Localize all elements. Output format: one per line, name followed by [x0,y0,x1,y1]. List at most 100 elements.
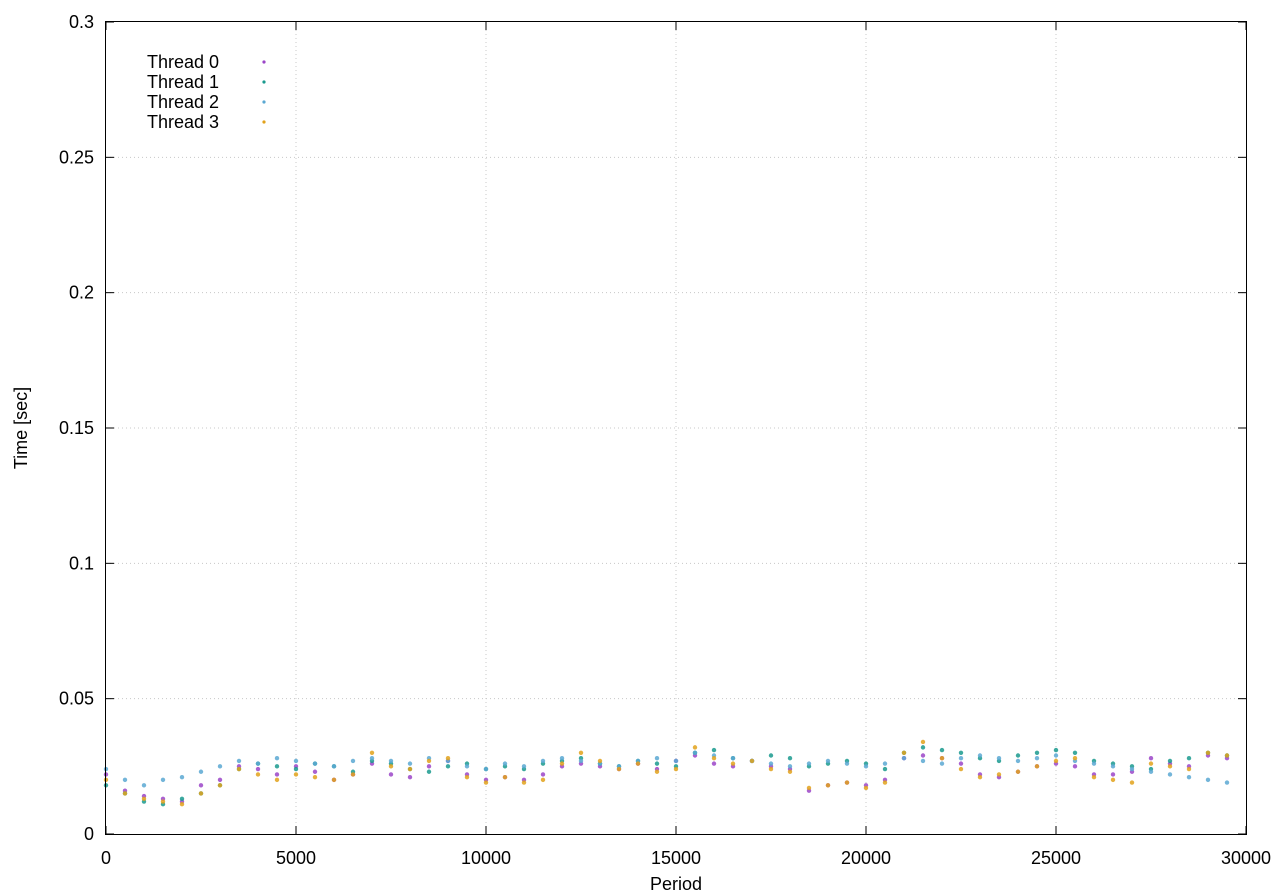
data-point [540,758,546,764]
data-point [673,766,679,772]
y-tick-label: 0 [84,824,94,844]
data-point [882,766,888,772]
data-point [1167,772,1173,777]
data-point [806,785,812,791]
data-point [1015,758,1021,764]
data-point [863,785,869,791]
data-point [540,772,546,777]
legend-label: Thread 2 [147,92,219,112]
data-point [635,761,641,766]
series-thread-1 [103,745,1230,807]
data-point [844,761,850,766]
data-point [578,758,584,764]
data-point [293,766,299,772]
data-point [958,761,964,766]
data-point [407,761,413,766]
data-point [597,758,603,764]
data-point [1053,758,1059,764]
data-point [958,756,964,761]
data-point [141,783,147,788]
x-tick-label: 10000 [461,848,511,868]
series-thread-0 [103,753,1230,804]
x-tick-label: 25000 [1031,848,1081,868]
grid-lines [106,22,1246,834]
x-axis-label: Period [650,874,702,894]
data-point [768,753,774,758]
data-point [388,764,394,769]
data-point [426,758,432,764]
y-tick-label: 0.15 [59,418,94,438]
data-point [1110,777,1116,783]
data-point [616,766,622,772]
data-point [1053,753,1059,758]
data-point [1110,764,1116,769]
data-point [312,761,318,766]
data-point [293,758,299,764]
data-point [521,764,527,769]
data-point [369,756,375,761]
data-point [160,799,166,804]
data-point [1110,772,1116,777]
data-point [1148,769,1154,774]
data-point [711,761,717,766]
data-point [787,764,793,769]
data-point [1034,750,1040,755]
y-tick-label: 0.3 [69,12,94,32]
data-point [1205,750,1211,755]
data-point [673,758,679,764]
data-point [768,761,774,766]
data-point [1034,756,1040,761]
data-point [692,745,698,750]
data-point [920,739,926,745]
data-point [217,777,223,783]
axis-ticks [105,21,1247,835]
data-point [502,761,508,766]
data-point [198,769,204,774]
data-point [236,766,242,772]
plot-frame [105,21,1247,835]
data-point [160,777,166,783]
data-point [426,764,432,769]
data-point [958,750,964,755]
data-point [901,756,907,761]
data-point [1129,766,1135,772]
data-point [692,750,698,755]
series-thread-2 [103,750,1230,788]
x-tick-label: 30000 [1221,848,1271,868]
data-point [464,764,470,769]
data-point [1091,774,1097,780]
data-point [445,764,451,769]
legend-label: Thread 3 [147,112,219,132]
x-tick-label: 0 [101,848,111,868]
y-tick-label: 0.1 [69,553,94,573]
data-point [350,772,356,777]
data-point [654,769,660,774]
data-point [559,756,565,761]
data-point [1205,777,1211,783]
data-point [179,802,185,807]
data-point [711,747,717,753]
data-point [274,756,280,761]
data-point [1015,753,1021,758]
data-point [217,783,223,788]
y-tick-label: 0.05 [59,689,94,709]
data-point [1167,764,1173,769]
data-point [293,772,299,777]
data-point [274,764,280,769]
data-point [141,796,147,802]
data-point [1148,756,1154,761]
legend-label: Thread 0 [147,52,219,72]
data-point [274,772,280,777]
data-point [1186,756,1192,761]
data-point [122,777,128,783]
data-point [1015,769,1021,774]
x-tick-label: 5000 [276,848,316,868]
data-point [1072,756,1078,761]
data-point [1091,761,1097,766]
data-point [331,777,337,783]
data-point [464,774,470,780]
data-point [1034,764,1040,769]
data-point [1072,764,1078,769]
